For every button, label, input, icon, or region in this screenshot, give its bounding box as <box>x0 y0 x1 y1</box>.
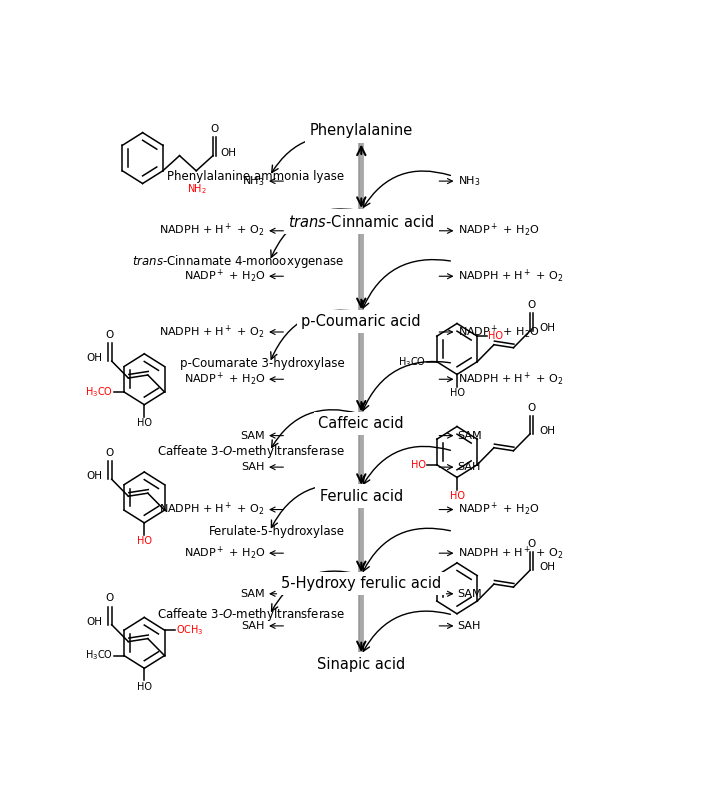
Text: NADPH + H$^+$ + O$_2$: NADPH + H$^+$ + O$_2$ <box>457 371 563 388</box>
Text: O: O <box>106 593 114 604</box>
Text: H$_3$CO: H$_3$CO <box>85 385 113 399</box>
Text: O: O <box>210 124 219 135</box>
Text: O: O <box>106 330 114 340</box>
Text: Caffeate 3-$\mathit{O}$-methyltransferase: Caffeate 3-$\mathit{O}$-methyltransferas… <box>157 442 345 460</box>
FancyArrowPatch shape <box>363 171 450 207</box>
Text: NH$_3$: NH$_3$ <box>243 174 265 188</box>
Text: NADPH + H$^+$ + O$_2$: NADPH + H$^+$ + O$_2$ <box>457 545 563 562</box>
Text: NADP$^+$ + H$_2$O: NADP$^+$ + H$_2$O <box>457 222 539 239</box>
FancyArrowPatch shape <box>363 260 450 308</box>
Text: NH$_3$: NH$_3$ <box>457 174 480 188</box>
Text: SAM: SAM <box>241 589 265 599</box>
FancyArrowPatch shape <box>363 361 450 410</box>
Text: NADPH + H$^+$ + O$_2$: NADPH + H$^+$ + O$_2$ <box>159 323 265 341</box>
Text: NADP$^+$ + H$_2$O: NADP$^+$ + H$_2$O <box>184 545 265 562</box>
FancyArrowPatch shape <box>271 571 358 611</box>
FancyArrowPatch shape <box>271 410 358 447</box>
Text: NADPH + H$^+$ + O$_2$: NADPH + H$^+$ + O$_2$ <box>457 268 563 285</box>
Text: Caffeic acid: Caffeic acid <box>319 416 404 431</box>
Text: OH: OH <box>87 471 103 481</box>
Text: NADP$^+$ + H$_2$O: NADP$^+$ + H$_2$O <box>457 501 539 518</box>
Text: Phenylalanine ammonia lyase: Phenylalanine ammonia lyase <box>167 170 345 183</box>
Text: NADP$^+$ + H$_2$O: NADP$^+$ + H$_2$O <box>457 323 539 341</box>
Text: OH: OH <box>87 617 103 626</box>
Text: HO: HO <box>137 418 151 428</box>
FancyArrowPatch shape <box>363 446 450 484</box>
Text: $\mathit{trans}$-Cinnamate 4-monooxygenase: $\mathit{trans}$-Cinnamate 4-monooxygena… <box>133 253 345 270</box>
Text: SAM: SAM <box>457 430 482 441</box>
Text: O: O <box>106 448 114 458</box>
Text: SAH: SAH <box>457 621 481 631</box>
Text: NADP$^+$ + H$_2$O: NADP$^+$ + H$_2$O <box>184 268 265 285</box>
Text: Ferulic acid: Ferulic acid <box>320 489 403 504</box>
Text: NADPH + H$^+$ + O$_2$: NADPH + H$^+$ + O$_2$ <box>159 222 265 239</box>
FancyArrowPatch shape <box>271 136 359 172</box>
Text: O: O <box>528 300 536 309</box>
Text: NADPH + H$^+$ + O$_2$: NADPH + H$^+$ + O$_2$ <box>159 501 265 518</box>
Text: OCH$_3$: OCH$_3$ <box>176 623 203 637</box>
Text: H$_3$CO: H$_3$CO <box>398 355 426 368</box>
Text: NADP$^+$ + H$_2$O: NADP$^+$ + H$_2$O <box>184 371 265 388</box>
Text: SAH: SAH <box>457 462 481 472</box>
Text: HO: HO <box>449 388 465 397</box>
Text: 5-Hydroxy ferulic acid: 5-Hydroxy ferulic acid <box>281 576 442 591</box>
Text: OH: OH <box>87 353 103 363</box>
Text: OH: OH <box>539 562 555 572</box>
Text: SAM: SAM <box>241 430 265 441</box>
Text: Sinapic acid: Sinapic acid <box>317 656 406 671</box>
Text: H$_3$CO: H$_3$CO <box>85 648 113 663</box>
FancyArrowPatch shape <box>271 310 358 359</box>
Text: SAM: SAM <box>457 589 482 599</box>
Text: HO: HO <box>411 460 426 470</box>
Text: OH: OH <box>220 148 237 157</box>
Text: HO: HO <box>137 536 151 546</box>
Text: HO: HO <box>488 331 503 342</box>
FancyArrowPatch shape <box>363 528 450 571</box>
Text: NH$_2$: NH$_2$ <box>187 182 208 195</box>
Text: HO: HO <box>449 491 465 501</box>
Text: p-Coumarate 3-hydroxylase: p-Coumarate 3-hydroxylase <box>180 357 345 370</box>
Text: Phenylalanine: Phenylalanine <box>309 124 413 139</box>
Text: OH: OH <box>539 323 555 333</box>
FancyArrowPatch shape <box>363 611 450 651</box>
Text: HO: HO <box>137 682 151 692</box>
Text: Ferulate-5-hydroxylase: Ferulate-5-hydroxylase <box>209 525 345 538</box>
FancyArrowPatch shape <box>271 485 358 527</box>
FancyArrowPatch shape <box>271 209 358 257</box>
Text: SAH: SAH <box>242 621 265 631</box>
Text: Caffeate 3-$\mathit{O}$-methyltransferase: Caffeate 3-$\mathit{O}$-methyltransferas… <box>157 607 345 623</box>
Text: O: O <box>528 539 536 549</box>
Text: SAH: SAH <box>242 462 265 472</box>
Text: O: O <box>528 403 536 412</box>
Text: p-Coumaric acid: p-Coumaric acid <box>302 314 421 329</box>
Text: OH: OH <box>539 426 555 436</box>
Text: $\mathit{trans}$-Cinnamic acid: $\mathit{trans}$-Cinnamic acid <box>288 214 434 230</box>
